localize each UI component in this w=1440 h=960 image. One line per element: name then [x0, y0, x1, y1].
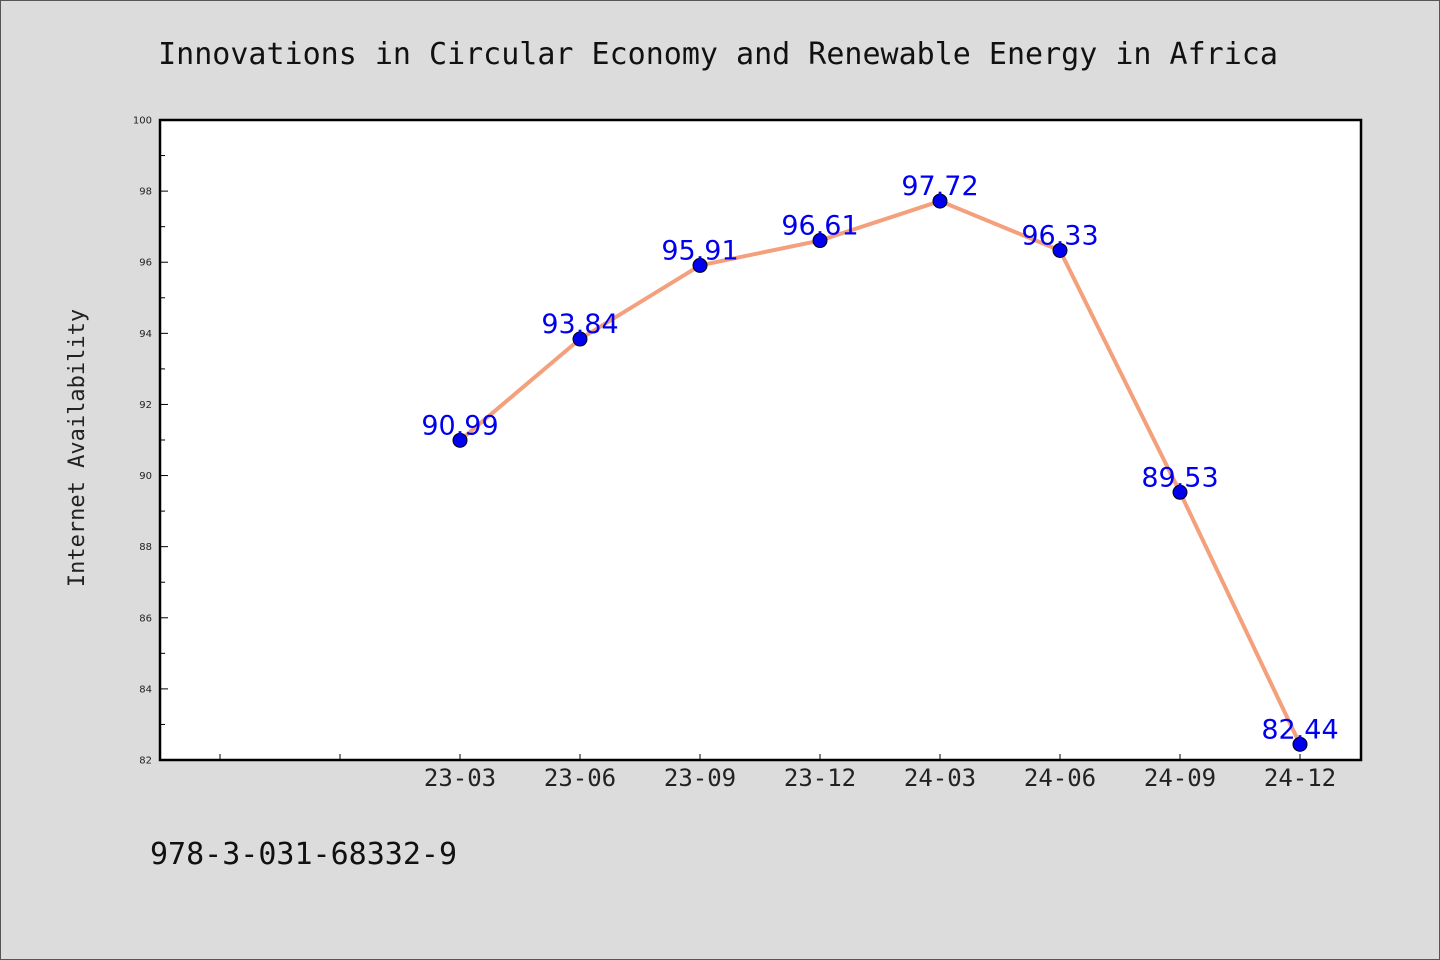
data-label: 96.61: [781, 211, 858, 242]
data-label: 95.91: [661, 235, 738, 266]
data-points: [452, 193, 1308, 752]
data-label: 96.33: [1021, 220, 1098, 251]
data-labels: 90.99 93.84 95.91 96.61 97.72 96.33 89.53 82.44: [421, 171, 1338, 745]
x-tick-label: 23-03: [424, 764, 496, 792]
y-tick-label: 90: [139, 471, 152, 482]
data-label: 93.84: [541, 309, 618, 340]
x-tick-label: 23-12: [784, 764, 856, 792]
data-point: [572, 331, 588, 347]
y-axis-label: Internet Availability: [65, 309, 90, 587]
y-tick-label: 82: [139, 756, 152, 767]
y-tick-label: 88: [139, 542, 152, 553]
y-tick-label: 92: [139, 400, 152, 411]
y-tick-label: 98: [139, 187, 152, 198]
data-point: [1172, 484, 1188, 500]
x-axis-ticks: 23-03 23-06 23-09 23-12 24-03 24-06 24-09 24-12: [219, 754, 1336, 792]
data-point: [932, 193, 948, 209]
data-label: 82.44: [1261, 714, 1338, 745]
data-label: 97.72: [901, 171, 978, 202]
y-tick-label: 100: [133, 116, 152, 127]
x-tick-label: 24-12: [1264, 764, 1336, 792]
y-tick-label: 96: [139, 258, 152, 269]
x-tick-label: 23-09: [664, 764, 736, 792]
data-point: [1052, 242, 1068, 258]
series-line: [458, 199, 1302, 746]
data-label: 89.53: [1141, 462, 1218, 493]
y-tick-label: 86: [139, 613, 152, 624]
data-point: [1292, 736, 1308, 752]
data-point: [452, 432, 468, 448]
data-point: [812, 233, 828, 249]
x-tick-label: 23-06: [544, 764, 616, 792]
y-axis-ticks: 82 84 86 88 90 92 94 96 98 100: [133, 116, 168, 767]
chart-title: Innovations in Circular Economy and Rene…: [158, 37, 1278, 72]
footer-isbn: 978-3-031-68332-9: [150, 837, 457, 872]
x-tick-label: 24-06: [1024, 764, 1096, 792]
y-tick-label: 84: [139, 684, 152, 695]
data-label: 90.99: [421, 410, 498, 441]
plot-area: [158, 118, 1363, 762]
x-tick-label: 24-09: [1144, 764, 1216, 792]
data-point: [692, 257, 708, 273]
x-tick-label: 24-03: [904, 764, 976, 792]
y-tick-label: 94: [139, 329, 152, 340]
